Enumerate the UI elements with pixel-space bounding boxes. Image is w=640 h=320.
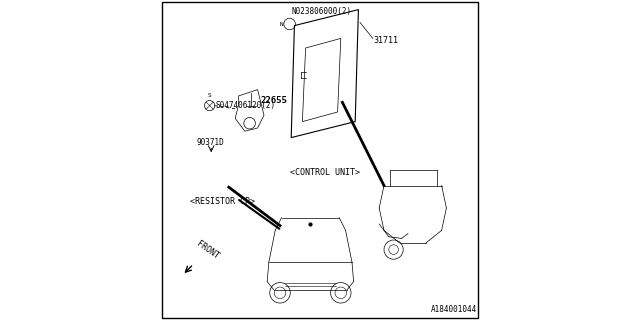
Text: 22655: 22655: [261, 96, 287, 105]
Text: <RESISTOR CP>: <RESISTOR CP>: [190, 197, 255, 206]
Text: <CONTROL UNIT>: <CONTROL UNIT>: [290, 168, 360, 177]
Text: 90371D: 90371D: [197, 138, 225, 147]
Text: N023806000(2): N023806000(2): [291, 7, 351, 16]
Text: 31711: 31711: [374, 36, 399, 44]
Text: N: N: [280, 21, 284, 27]
Text: FRONT: FRONT: [195, 239, 221, 261]
Text: A184001044: A184001044: [431, 305, 477, 314]
Text: S: S: [208, 92, 211, 98]
Text: S047406120(2): S047406120(2): [216, 101, 276, 110]
FancyBboxPatch shape: [161, 2, 477, 318]
